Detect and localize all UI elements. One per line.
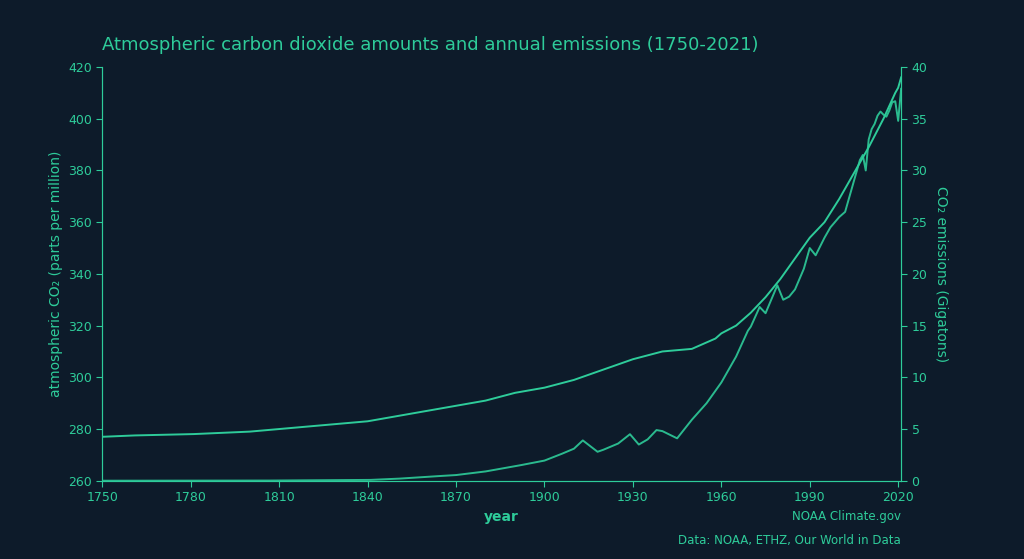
Text: NOAA Climate.gov: NOAA Climate.gov	[793, 510, 901, 523]
X-axis label: year: year	[484, 510, 519, 524]
Text: Data: NOAA, ETHZ, Our World in Data: Data: NOAA, ETHZ, Our World in Data	[678, 534, 901, 547]
Y-axis label: CO₂ emissions (Gigatons): CO₂ emissions (Gigatons)	[934, 186, 948, 362]
Y-axis label: atmospheric CO₂ (parts per million): atmospheric CO₂ (parts per million)	[48, 151, 62, 397]
Text: Atmospheric carbon dioxide amounts and annual emissions (1750-2021): Atmospheric carbon dioxide amounts and a…	[102, 36, 759, 54]
